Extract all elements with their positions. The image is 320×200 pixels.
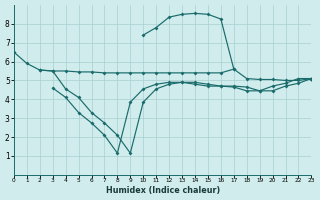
X-axis label: Humidex (Indice chaleur): Humidex (Indice chaleur): [106, 186, 220, 195]
